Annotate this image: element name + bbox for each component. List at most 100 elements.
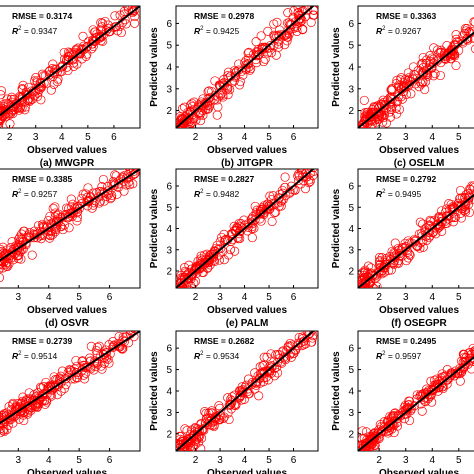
data-point: [8, 102, 18, 112]
data-point: [185, 441, 195, 451]
rmse-annotation: RMSE = 0.2792: [376, 174, 437, 184]
data-point: [212, 110, 222, 120]
data-point: [0, 86, 7, 96]
data-point: [442, 375, 452, 385]
data-point: [359, 95, 369, 105]
data-point: [394, 104, 405, 115]
data-point: [49, 372, 59, 382]
data-point: [115, 10, 125, 20]
data-point: [64, 223, 74, 233]
data-point: [91, 346, 101, 356]
plot-frame: [0, 330, 141, 452]
data-point: [449, 213, 459, 223]
y-axis-label: Predicted values: [149, 27, 160, 107]
data-point: [176, 134, 184, 142]
data-point: [390, 238, 400, 248]
data-point: [74, 203, 84, 214]
data-point: [269, 19, 279, 29]
fit-line: [176, 169, 315, 288]
x-tick-label: 4: [59, 132, 65, 143]
data-point: [176, 285, 185, 288]
data-point: [416, 389, 426, 400]
x-tick-label: 3: [16, 292, 22, 303]
data-point: [450, 368, 461, 378]
x-tick-label: 4: [46, 455, 52, 466]
data-point: [73, 48, 83, 58]
data-point: [178, 440, 188, 450]
data-point: [260, 54, 270, 64]
x-tick-label: 6: [291, 455, 297, 466]
data-point: [122, 6, 132, 11]
scatter-points: [0, 169, 140, 283]
data-point: [187, 101, 198, 112]
data-point: [53, 381, 63, 391]
data-point: [426, 376, 436, 386]
data-point: [88, 36, 98, 46]
data-point: [418, 52, 428, 63]
data-point: [18, 80, 28, 90]
data-point: [37, 392, 47, 402]
data-point: [427, 63, 437, 73]
panel-1: 2 3 4 5 6 2 3 4 5 6 Observed values Predicted value…: [149, 5, 319, 169]
data-point: [79, 374, 90, 384]
data-point: [192, 434, 202, 444]
data-point: [433, 219, 443, 229]
r2-annotation: R2 = 0.9425: [194, 26, 239, 36]
data-point: [0, 428, 5, 438]
data-point: [395, 250, 405, 261]
panel-caption: (c) OSELM: [394, 158, 445, 169]
x-tick-label: 3: [16, 455, 22, 466]
data-point: [362, 290, 370, 298]
data-point: [96, 31, 106, 41]
y-axis-label: Predicted values: [149, 188, 160, 268]
data-point: [309, 169, 318, 173]
data-point: [362, 289, 370, 297]
y-tick-label: 5: [348, 203, 354, 214]
data-point: [183, 435, 193, 445]
data-point: [258, 208, 268, 218]
data-point: [63, 56, 73, 66]
y-tick-label: 2: [166, 267, 172, 278]
data-point: [310, 318, 318, 326]
x-tick-label: 5: [266, 132, 272, 143]
data-point: [362, 289, 370, 297]
data-point: [458, 36, 468, 46]
data-point: [360, 267, 370, 277]
data-point: [186, 449, 193, 451]
data-point: [22, 95, 33, 105]
data-point: [309, 10, 318, 20]
fit-line: [0, 331, 140, 425]
data-point: [59, 54, 70, 64]
data-point: [27, 250, 37, 260]
data-point: [177, 126, 185, 128]
data-point: [293, 338, 303, 348]
data-point: [419, 68, 429, 78]
data-point: [71, 355, 81, 366]
data-point: [399, 87, 409, 97]
data-point: [226, 399, 236, 409]
panel-4: 2 3 4 5 6 2 3 4 5 6 Observed values Predicted value…: [149, 168, 319, 329]
data-point: [441, 204, 452, 214]
x-axis-label: Observed values: [379, 305, 459, 316]
data-point: [123, 173, 133, 183]
data-point: [436, 373, 446, 383]
data-point: [400, 238, 410, 248]
panel-caption: (e) PALM: [226, 318, 269, 329]
data-point: [63, 65, 73, 76]
data-point: [2, 257, 12, 267]
data-point: [72, 367, 82, 378]
rmse-annotation: RMSE = 0.2495: [376, 336, 437, 346]
data-point: [196, 444, 206, 451]
data-point: [454, 194, 465, 204]
data-point: [99, 358, 109, 368]
x-tick-label: 5: [456, 132, 462, 143]
panel-caption: (d) OSVR: [45, 318, 90, 329]
x-tick-label: 6: [291, 132, 297, 143]
x-tick-label: 3: [403, 132, 409, 143]
y-tick-label: 4: [348, 387, 354, 398]
data-point: [406, 89, 416, 99]
data-point: [176, 432, 185, 442]
data-point: [200, 418, 210, 429]
data-point: [235, 393, 245, 403]
data-point: [232, 222, 242, 232]
